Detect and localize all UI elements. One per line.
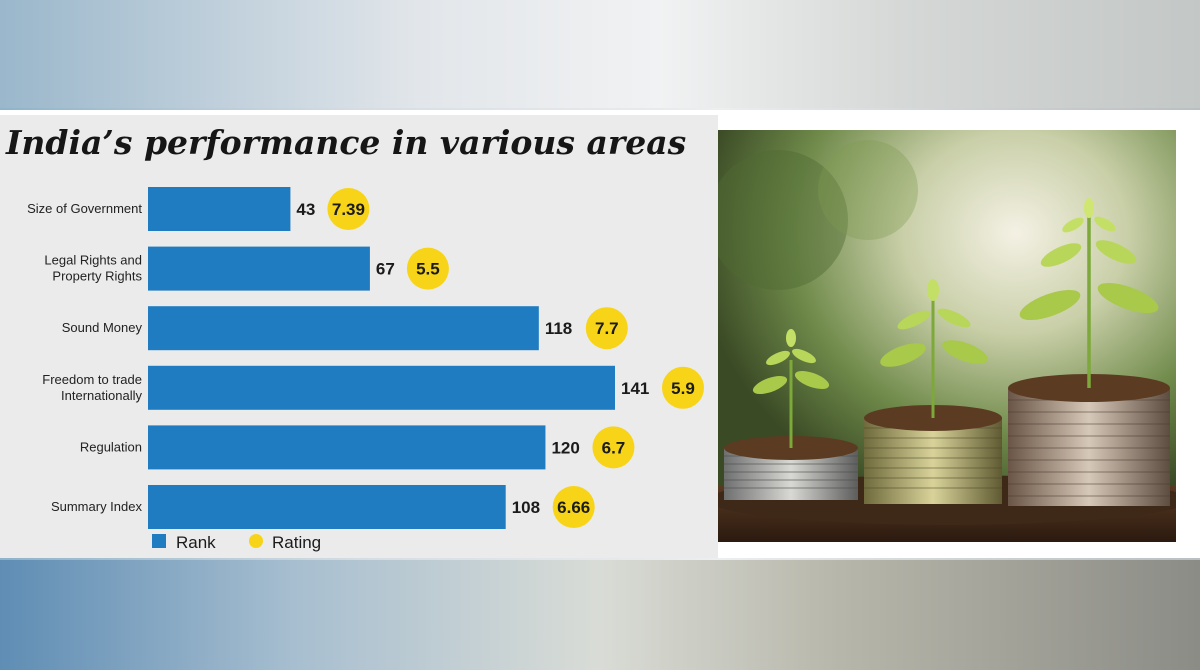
category-label: Freedom to trade Internationally bbox=[42, 372, 142, 403]
rating-value-label: 6.7 bbox=[602, 438, 626, 457]
rank-bar bbox=[148, 425, 546, 470]
infographic-card: India’s performance in various areas Siz… bbox=[0, 110, 1200, 558]
rank-value-label: 120 bbox=[551, 438, 579, 457]
legend-rank-swatch bbox=[152, 534, 166, 548]
rating-circle bbox=[592, 426, 635, 469]
chart-title: India’s performance in various areas bbox=[6, 123, 687, 162]
rank-rating-bar-chart: Size of Government 43 7.39 Legal Rights and… bbox=[27, 187, 704, 552]
rank-bar bbox=[148, 246, 370, 291]
rank-value-label: 141 bbox=[621, 379, 649, 398]
rating-circle bbox=[406, 247, 449, 290]
rank-value-label: 43 bbox=[296, 200, 315, 219]
blurred-background-bottom bbox=[0, 560, 1200, 670]
rank-bar bbox=[148, 187, 291, 231]
legend-rating-label: Rating bbox=[272, 533, 321, 552]
legend-rating-swatch bbox=[249, 534, 263, 548]
rating-value-label: 5.9 bbox=[671, 379, 695, 398]
coins-seedlings-photo bbox=[718, 130, 1176, 542]
medium-coin-stack bbox=[864, 279, 1002, 504]
rating-circle bbox=[552, 486, 595, 528]
legend-rank-label: Rank bbox=[176, 533, 216, 552]
rating-value-label: 7.7 bbox=[595, 319, 619, 338]
rank-value-label: 118 bbox=[545, 319, 572, 338]
rank-bar bbox=[148, 485, 506, 529]
blurred-background-top bbox=[0, 0, 1200, 108]
category-label: Legal Rights and Property Rights bbox=[44, 253, 142, 284]
rank-bar bbox=[148, 365, 615, 410]
category-label: Summary Index bbox=[51, 499, 143, 514]
tall-coin-stack bbox=[1008, 198, 1170, 506]
short-coin-stack bbox=[724, 329, 858, 500]
rank-value-label: 108 bbox=[512, 498, 540, 517]
rank-bar bbox=[148, 306, 539, 351]
rating-circle bbox=[327, 188, 370, 230]
rating-circle bbox=[585, 307, 628, 350]
rating-circle bbox=[662, 366, 704, 409]
rank-value-label: 67 bbox=[376, 260, 395, 279]
category-label: Regulation bbox=[80, 439, 142, 454]
rating-value-label: 7.39 bbox=[332, 200, 365, 219]
category-label: Sound Money bbox=[62, 320, 143, 335]
rating-value-label: 5.5 bbox=[416, 260, 440, 279]
chart-panel: India’s performance in various areas Siz… bbox=[0, 115, 718, 558]
category-label: Size of Government bbox=[27, 201, 142, 216]
rating-value-label: 6.66 bbox=[557, 498, 590, 517]
